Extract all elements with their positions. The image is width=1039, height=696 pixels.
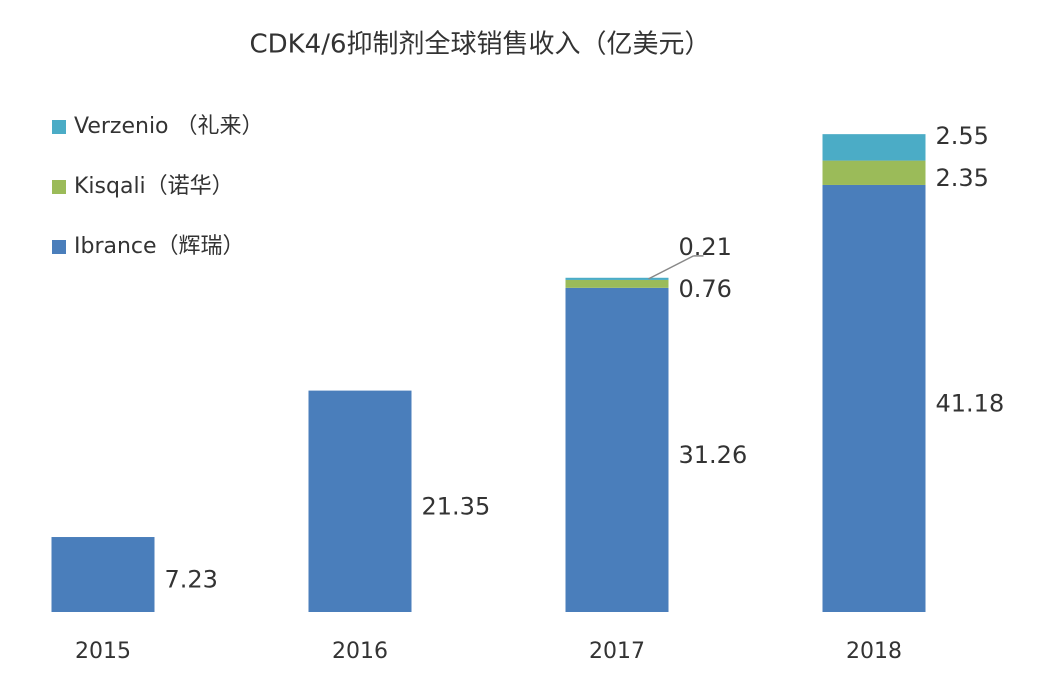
bar-segment [822, 160, 926, 185]
bar-segment [822, 184, 926, 613]
data-label: 0.76 [679, 275, 732, 303]
bar-segment [565, 277, 669, 280]
leader-line [648, 255, 694, 280]
data-label: 7.23 [165, 566, 218, 594]
legend-label: Verzenio （礼来） [74, 114, 264, 139]
legend-swatch [52, 180, 66, 194]
bar-segment [822, 134, 926, 161]
legend-swatch [52, 120, 66, 134]
data-label: 2.55 [936, 122, 989, 150]
x-tick-label: 2015 [75, 639, 131, 664]
bar-segment [565, 287, 669, 612]
chart-title: CDK4/6抑制剂全球销售收入（亿美元） [249, 30, 710, 60]
x-tick-label: 2016 [332, 639, 388, 664]
x-tick-label: 2018 [846, 639, 902, 664]
bar-segment [51, 537, 155, 612]
data-label: 21.35 [422, 492, 491, 520]
data-label: 2.35 [936, 164, 989, 192]
legend-swatch [52, 240, 66, 254]
data-label: 0.21 [679, 233, 732, 261]
x-tick-label: 2017 [589, 639, 645, 664]
bar-segment [308, 390, 412, 612]
legend-label: Kisqali（诺华） [74, 174, 234, 199]
data-label: 31.26 [679, 441, 748, 469]
data-label: 41.18 [936, 389, 1005, 417]
bar-segment [565, 279, 669, 288]
legend-label: Ibrance（辉瑞） [74, 234, 245, 259]
